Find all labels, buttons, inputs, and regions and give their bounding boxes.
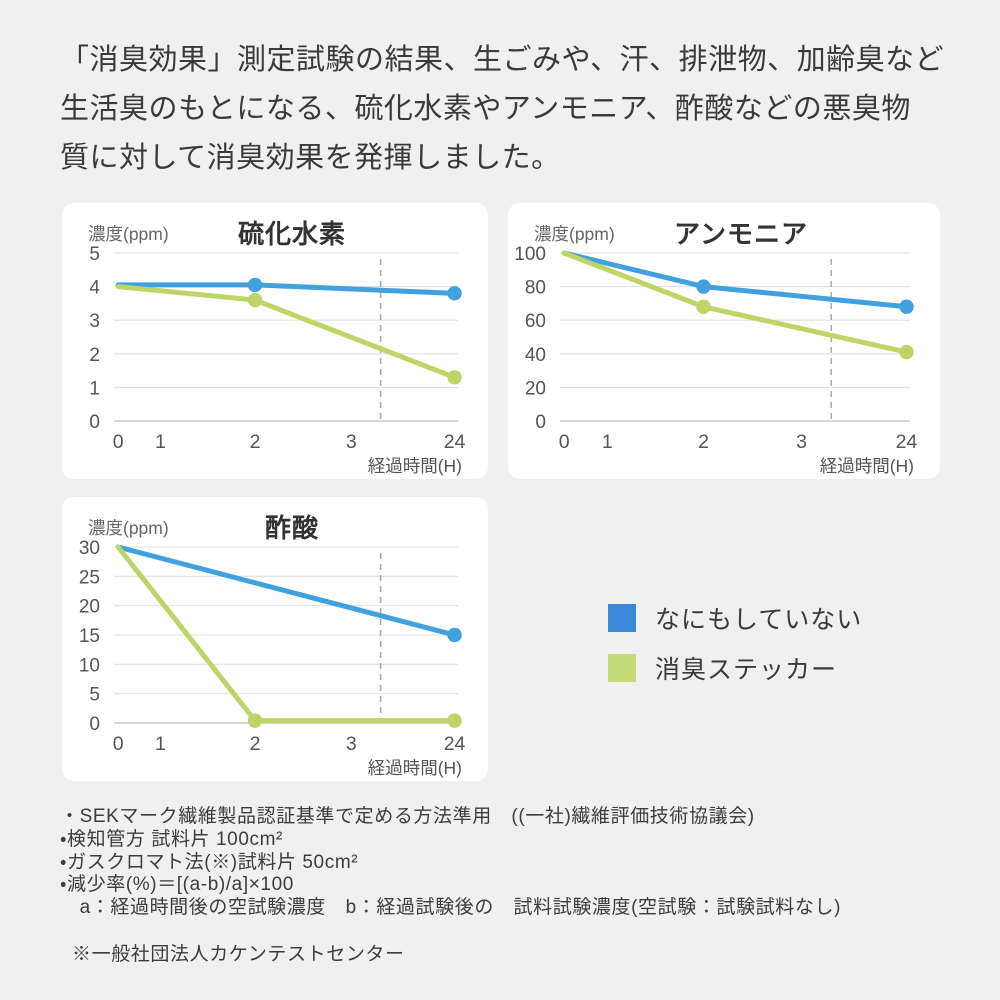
svg-text:濃度(ppm): 濃度(ppm) xyxy=(88,518,169,538)
line-chart-acetic-acid: 0 5 10 15 20 25 30 0 1 2 3 24 濃度(ppm) 酢酸経過時間(H) xyxy=(62,497,488,781)
footnote-line-4: ・減少率(%)＝[(a-b)/a]×100 xyxy=(60,874,294,896)
svg-text:5: 5 xyxy=(89,244,100,265)
svg-text:濃度(ppm): 濃度(ppm) xyxy=(534,224,615,244)
svg-text:2: 2 xyxy=(698,431,709,453)
svg-text:1: 1 xyxy=(602,431,613,453)
svg-text:20: 20 xyxy=(525,378,546,399)
legend-label-deodorizing-sticker: 消臭ステッカー xyxy=(655,656,838,684)
svg-text:2: 2 xyxy=(250,733,261,755)
svg-text:1: 1 xyxy=(155,733,166,755)
svg-text:2: 2 xyxy=(250,431,261,453)
svg-text:硫化水素: 硫化水素 xyxy=(238,219,346,249)
legend-item-deodorizing-sticker: 消臭ステッカー xyxy=(608,654,862,684)
svg-text:24: 24 xyxy=(444,431,466,453)
svg-text:酢酸: 酢酸 xyxy=(265,513,319,543)
svg-text:1: 1 xyxy=(89,378,100,399)
intro-line-1: 「消臭効果」測定試験の結果、生ごみや、汗、排泄物、加齢臭など xyxy=(60,44,945,76)
svg-text:24: 24 xyxy=(444,733,466,755)
svg-text:経過時間(H): 経過時間(H) xyxy=(368,456,462,476)
svg-text:3: 3 xyxy=(89,311,100,332)
svg-text:15: 15 xyxy=(79,626,100,647)
footnote-test-center: ※一般社団法人カケンテストセンター xyxy=(72,943,405,965)
svg-text:0: 0 xyxy=(113,733,124,755)
chart-card-hydrogen-sulfide: 0 1 2 3 4 5 0 1 2 3 24 濃度(ppm) 硫化水素経過時間(H) xyxy=(62,203,488,479)
svg-text:100: 100 xyxy=(514,244,546,265)
chart-legend: なにもしていない 消臭ステッカー xyxy=(608,604,862,704)
svg-text:10: 10 xyxy=(79,655,100,676)
footnotes: ・SEKマーク繊維製品認証基準で定める方法準用 ((一社)繊維評価技術協議会) … xyxy=(60,806,960,967)
footnote-line-3: ・ガスクロマト法(※)試料片 50cm² xyxy=(60,851,359,873)
svg-text:5: 5 xyxy=(89,685,100,706)
svg-text:40: 40 xyxy=(525,345,546,366)
svg-text:25: 25 xyxy=(79,567,100,588)
svg-text:60: 60 xyxy=(525,311,546,332)
svg-text:3: 3 xyxy=(796,431,807,453)
footnote-line-5: a：経過時間後の空試験濃度 b：経過試験後の 試料試験濃度(空試験：試験試料なし… xyxy=(60,897,841,919)
svg-text:0: 0 xyxy=(89,412,100,433)
svg-text:0: 0 xyxy=(89,714,100,735)
svg-text:アンモニア: アンモニア xyxy=(674,219,808,249)
legend-label-untreated: なにもしていない xyxy=(655,606,863,634)
svg-text:0: 0 xyxy=(535,412,546,433)
line-chart-hydrogen-sulfide: 0 1 2 3 4 5 0 1 2 3 24 濃度(ppm) 硫化水素経過時間(H) xyxy=(62,203,488,479)
line-chart-ammonia: 0 20 40 60 80 100 0 1 2 3 24 濃度(ppm) アンモニア経過時間(H) xyxy=(508,203,940,479)
svg-text:4: 4 xyxy=(89,278,100,299)
svg-text:24: 24 xyxy=(896,431,918,453)
legend-item-untreated: なにもしていない xyxy=(608,604,862,634)
footnote-line-2: ・検知管方 試料片 100cm² xyxy=(60,828,283,850)
intro-line-2: 生活臭のもとになる、硫化水素やアンモニア、酢酸などの悪臭物 xyxy=(60,93,911,125)
svg-text:経過時間(H): 経過時間(H) xyxy=(368,758,462,778)
chart-card-acetic-acid: 0 5 10 15 20 25 30 0 1 2 3 24 濃度(ppm) 酢酸経過時間(H) xyxy=(62,497,488,781)
svg-text:2: 2 xyxy=(89,345,100,366)
svg-text:20: 20 xyxy=(79,597,100,618)
svg-text:0: 0 xyxy=(559,431,570,453)
legend-swatch-blue xyxy=(608,604,636,632)
svg-text:3: 3 xyxy=(346,733,357,755)
svg-text:80: 80 xyxy=(525,278,546,299)
legend-swatch-green xyxy=(608,654,636,682)
chart-card-ammonia: 0 20 40 60 80 100 0 1 2 3 24 濃度(ppm) アンモニア経過時間(H) xyxy=(508,203,940,479)
svg-text:3: 3 xyxy=(346,431,357,453)
intro-line-3: 質に対して消臭効果を発揮しました。 xyxy=(60,142,561,174)
svg-text:濃度(ppm): 濃度(ppm) xyxy=(88,224,169,244)
svg-text:0: 0 xyxy=(113,431,124,453)
footnote-line-1: ・SEKマーク繊維製品認証基準で定める方法準用 ((一社)繊維評価技術協議会) xyxy=(60,806,755,827)
svg-text:30: 30 xyxy=(79,538,100,559)
svg-text:経過時間(H): 経過時間(H) xyxy=(820,456,914,476)
svg-text:1: 1 xyxy=(155,431,166,453)
intro-text: 「消臭効果」測定試験の結果、生ごみや、汗、排泄物、加齢臭など 生活臭のもとになる… xyxy=(60,36,960,183)
